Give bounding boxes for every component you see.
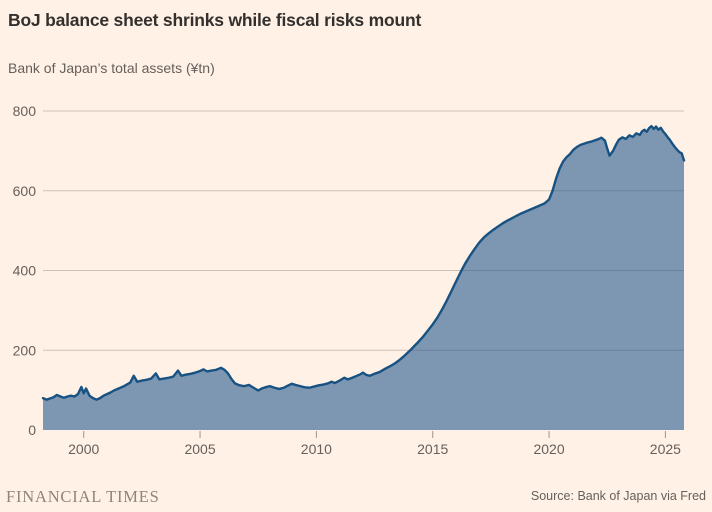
x-axis-label: 2005	[184, 441, 215, 457]
x-axis-label: 2000	[68, 441, 99, 457]
x-axis-label: 2010	[301, 441, 332, 457]
source-credit: Source: Bank of Japan via Fred	[530, 489, 706, 503]
y-axis-label: 200	[13, 342, 37, 358]
series-area	[43, 126, 684, 431]
chart-subtitle: Bank of Japan’s total assets (¥tn)	[8, 60, 215, 76]
x-axis-label: 2015	[417, 441, 448, 457]
y-axis-label: 800	[13, 103, 37, 119]
x-axis-label: 2025	[650, 441, 681, 457]
series-line	[41, 124, 686, 401]
ft-brand-logo: FINANCIAL TIMES	[6, 487, 160, 506]
y-axis-label: 400	[13, 263, 37, 279]
y-axis-label: 600	[13, 183, 37, 199]
chart-title: BoJ balance sheet shrinks while fiscal r…	[8, 10, 422, 30]
y-axis-label: 0	[28, 422, 36, 438]
x-axis-label: 2020	[533, 441, 564, 457]
